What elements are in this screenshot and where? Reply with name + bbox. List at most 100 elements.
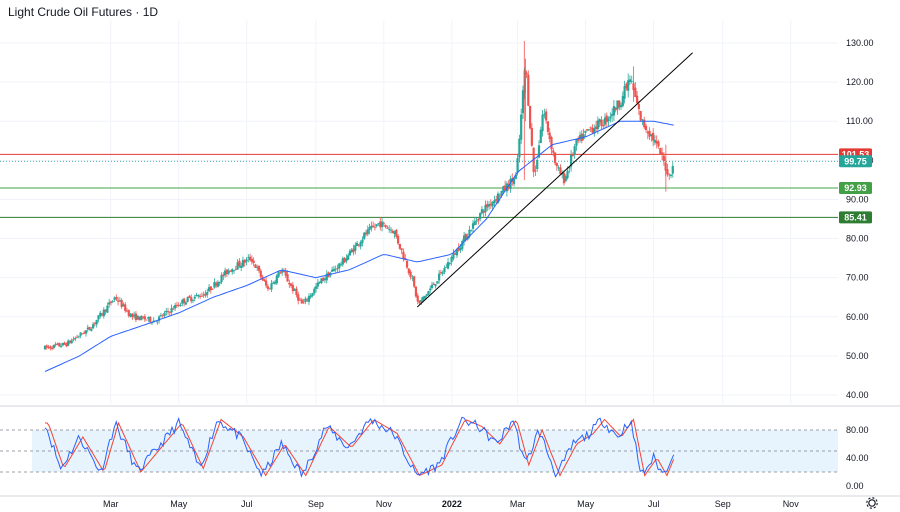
candle-body (293, 289, 296, 291)
candle (279, 270, 282, 274)
candle (455, 248, 459, 258)
candle (427, 290, 430, 296)
candle (99, 310, 102, 319)
candle (166, 307, 170, 316)
candle (275, 273, 278, 286)
candle-body (630, 80, 633, 82)
candle (523, 67, 526, 100)
candle (125, 308, 129, 313)
candle-body (243, 260, 246, 263)
candle (659, 147, 662, 155)
candle (92, 321, 95, 330)
candle (521, 85, 525, 119)
candle-body (84, 330, 88, 334)
price-tick-label: 130.00 (846, 38, 874, 48)
candle-body (596, 120, 599, 130)
candle (534, 165, 537, 177)
candle-body (93, 323, 97, 324)
candle (627, 73, 630, 98)
candle (443, 265, 446, 275)
candle (113, 296, 116, 302)
candle (635, 91, 639, 104)
oscillator-tick-label: 40.00 (846, 453, 869, 463)
candle (616, 100, 619, 115)
candle-body (182, 298, 186, 304)
candle-body (361, 239, 364, 243)
settings-gear-icon[interactable] (866, 497, 878, 509)
candle (520, 108, 523, 145)
candle (623, 80, 626, 104)
candle (227, 268, 230, 276)
candle-body (425, 294, 428, 296)
candle (611, 108, 614, 122)
candle-body (363, 232, 366, 239)
candle (548, 127, 551, 143)
candle-body (272, 282, 275, 284)
candle-body (486, 204, 489, 208)
oscillator-tick-label: 0.00 (846, 481, 864, 491)
candle-body (548, 132, 551, 139)
candle (288, 279, 291, 288)
candle (389, 226, 393, 234)
candle-body (306, 299, 309, 301)
time-axis: Mar May Jul Sep Nov 2022 Mar May Jul Sep Nov (103, 499, 799, 509)
candle (84, 329, 88, 337)
candle (570, 149, 573, 172)
candle (482, 208, 485, 218)
candle (140, 315, 143, 321)
candle (388, 225, 391, 233)
candle (243, 259, 246, 267)
stochastic-k-line (44, 416, 675, 478)
candle (86, 324, 89, 333)
candle-body (143, 316, 146, 320)
candle (438, 270, 441, 284)
candle-body (248, 256, 252, 261)
candle (657, 139, 660, 149)
candle-body (350, 249, 353, 253)
candle-body (552, 150, 555, 153)
candle (51, 345, 54, 351)
candle (359, 240, 362, 250)
candle-body (391, 231, 394, 234)
candle-body (662, 155, 665, 162)
candle-body (170, 307, 173, 313)
candle-body (545, 111, 548, 121)
candle-body (480, 209, 484, 214)
candle-body (188, 295, 191, 298)
candle-body (493, 200, 496, 204)
candle (373, 223, 377, 231)
candle (116, 296, 120, 306)
candle (297, 291, 300, 305)
candle (605, 112, 608, 128)
candle (272, 281, 275, 285)
candle-body (536, 159, 539, 170)
candle (74, 336, 77, 342)
level-badge-support-1: 92.93 (839, 181, 872, 194)
candle-body (275, 275, 278, 284)
candle-body (455, 248, 459, 256)
candle (400, 248, 403, 255)
candle (159, 312, 162, 318)
candle-body (265, 280, 268, 286)
candle (473, 217, 476, 226)
candle (462, 231, 466, 246)
candle-body (621, 96, 624, 107)
candle (273, 280, 277, 286)
candle-body (67, 340, 70, 346)
candle (54, 341, 57, 347)
candle-body (388, 228, 391, 230)
candle (197, 294, 200, 299)
candle (366, 225, 369, 237)
candle-body (75, 336, 79, 338)
candle-body (598, 119, 601, 123)
candle-body (566, 170, 569, 179)
candle (247, 254, 250, 263)
candle-body (520, 114, 523, 140)
candle (405, 259, 409, 269)
level-badge-bg (839, 211, 872, 224)
candle (291, 281, 294, 294)
horizontal-levels (0, 153, 838, 218)
candle-body (432, 283, 435, 285)
candle (225, 269, 228, 277)
candle (577, 136, 580, 144)
